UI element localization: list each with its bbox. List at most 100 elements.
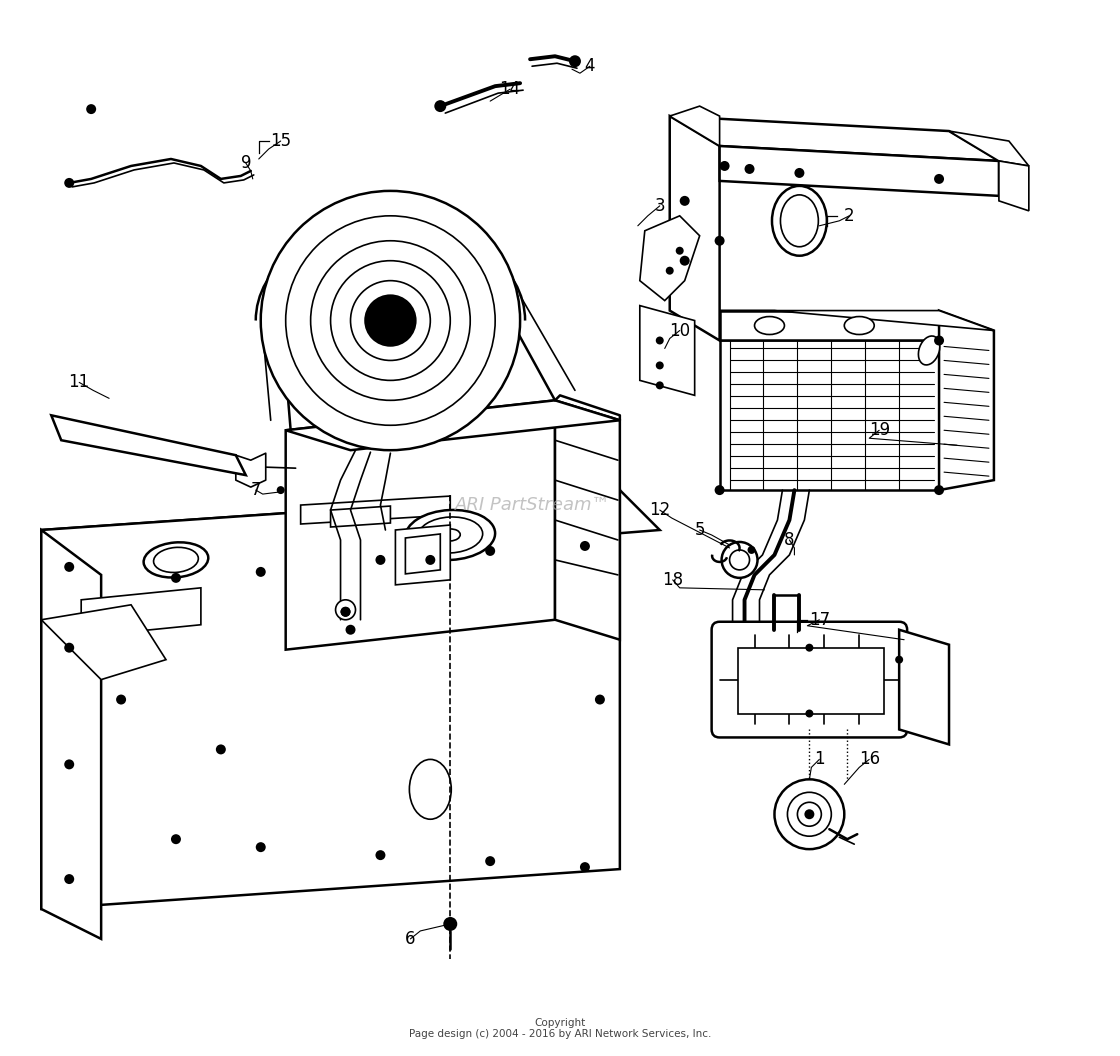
Circle shape [580, 541, 590, 551]
Circle shape [346, 625, 355, 635]
Circle shape [116, 695, 127, 704]
Circle shape [64, 874, 74, 884]
Ellipse shape [440, 529, 460, 541]
Polygon shape [999, 161, 1029, 211]
Polygon shape [81, 588, 200, 637]
Text: 3: 3 [654, 196, 665, 214]
Circle shape [895, 656, 903, 663]
Circle shape [330, 261, 450, 380]
Circle shape [171, 573, 181, 583]
Polygon shape [670, 116, 720, 340]
Circle shape [934, 485, 944, 495]
Text: 15: 15 [270, 132, 291, 150]
Circle shape [675, 247, 683, 254]
Circle shape [277, 486, 284, 494]
Polygon shape [670, 106, 720, 146]
Circle shape [64, 177, 74, 188]
Text: 5: 5 [694, 521, 704, 539]
Text: 9: 9 [241, 154, 251, 172]
Text: ARI PartStream™: ARI PartStream™ [455, 496, 610, 514]
Text: 6: 6 [405, 930, 416, 948]
Text: 8: 8 [784, 531, 795, 549]
Circle shape [805, 644, 813, 652]
Circle shape [64, 759, 74, 770]
Text: 10: 10 [669, 321, 690, 340]
Text: 7: 7 [251, 482, 261, 499]
Circle shape [934, 336, 944, 345]
Polygon shape [899, 629, 949, 744]
Polygon shape [41, 530, 101, 939]
Polygon shape [300, 496, 450, 524]
Circle shape [310, 241, 470, 400]
Ellipse shape [844, 317, 875, 335]
Circle shape [171, 834, 181, 844]
Ellipse shape [418, 517, 483, 553]
FancyBboxPatch shape [711, 622, 907, 737]
Text: 11: 11 [68, 374, 90, 392]
Circle shape [665, 267, 674, 275]
Circle shape [934, 174, 944, 184]
Circle shape [435, 100, 446, 112]
Circle shape [656, 337, 664, 344]
Circle shape [745, 164, 755, 174]
Polygon shape [738, 647, 884, 714]
Circle shape [580, 862, 590, 872]
Polygon shape [640, 305, 694, 395]
Circle shape [255, 843, 265, 852]
Circle shape [680, 195, 690, 206]
Polygon shape [949, 131, 1029, 166]
Polygon shape [939, 310, 993, 490]
Circle shape [340, 607, 351, 617]
Circle shape [216, 744, 226, 754]
Circle shape [787, 792, 831, 836]
Circle shape [774, 779, 844, 849]
Ellipse shape [405, 510, 495, 560]
Circle shape [656, 381, 664, 390]
Text: 12: 12 [650, 501, 671, 520]
Text: 18: 18 [662, 571, 683, 589]
Circle shape [365, 296, 416, 345]
Polygon shape [286, 400, 556, 649]
Text: 4: 4 [585, 57, 595, 75]
Ellipse shape [918, 336, 940, 365]
Circle shape [715, 235, 725, 246]
Circle shape [715, 485, 725, 495]
Text: 2: 2 [844, 207, 855, 225]
Polygon shape [720, 146, 999, 195]
Circle shape [444, 917, 457, 931]
Circle shape [747, 546, 756, 554]
Polygon shape [720, 310, 993, 331]
Ellipse shape [153, 547, 198, 572]
Circle shape [680, 256, 690, 266]
Circle shape [485, 546, 495, 555]
Circle shape [337, 604, 354, 620]
Text: 1: 1 [814, 751, 824, 769]
Circle shape [804, 809, 814, 819]
Text: Copyright
Page design (c) 2004 - 2016 by ARI Network Services, Inc.: Copyright Page design (c) 2004 - 2016 by… [409, 1018, 711, 1039]
Circle shape [426, 555, 436, 565]
Circle shape [729, 550, 749, 570]
Text: 16: 16 [859, 751, 880, 769]
Polygon shape [395, 525, 450, 585]
Circle shape [595, 695, 605, 704]
Circle shape [720, 161, 729, 171]
Circle shape [64, 643, 74, 653]
Circle shape [286, 215, 495, 426]
Circle shape [261, 191, 520, 450]
Polygon shape [405, 534, 440, 573]
Polygon shape [41, 490, 660, 574]
Text: 17: 17 [809, 610, 830, 628]
Circle shape [336, 600, 355, 620]
Circle shape [255, 567, 265, 577]
Ellipse shape [772, 186, 827, 256]
Text: 19: 19 [869, 421, 889, 439]
Polygon shape [286, 400, 619, 450]
Ellipse shape [755, 317, 784, 335]
Circle shape [375, 850, 385, 861]
Circle shape [485, 856, 495, 866]
Polygon shape [41, 490, 619, 909]
Ellipse shape [143, 543, 208, 578]
Text: 14: 14 [500, 80, 521, 98]
Circle shape [569, 55, 581, 68]
Circle shape [64, 562, 74, 572]
